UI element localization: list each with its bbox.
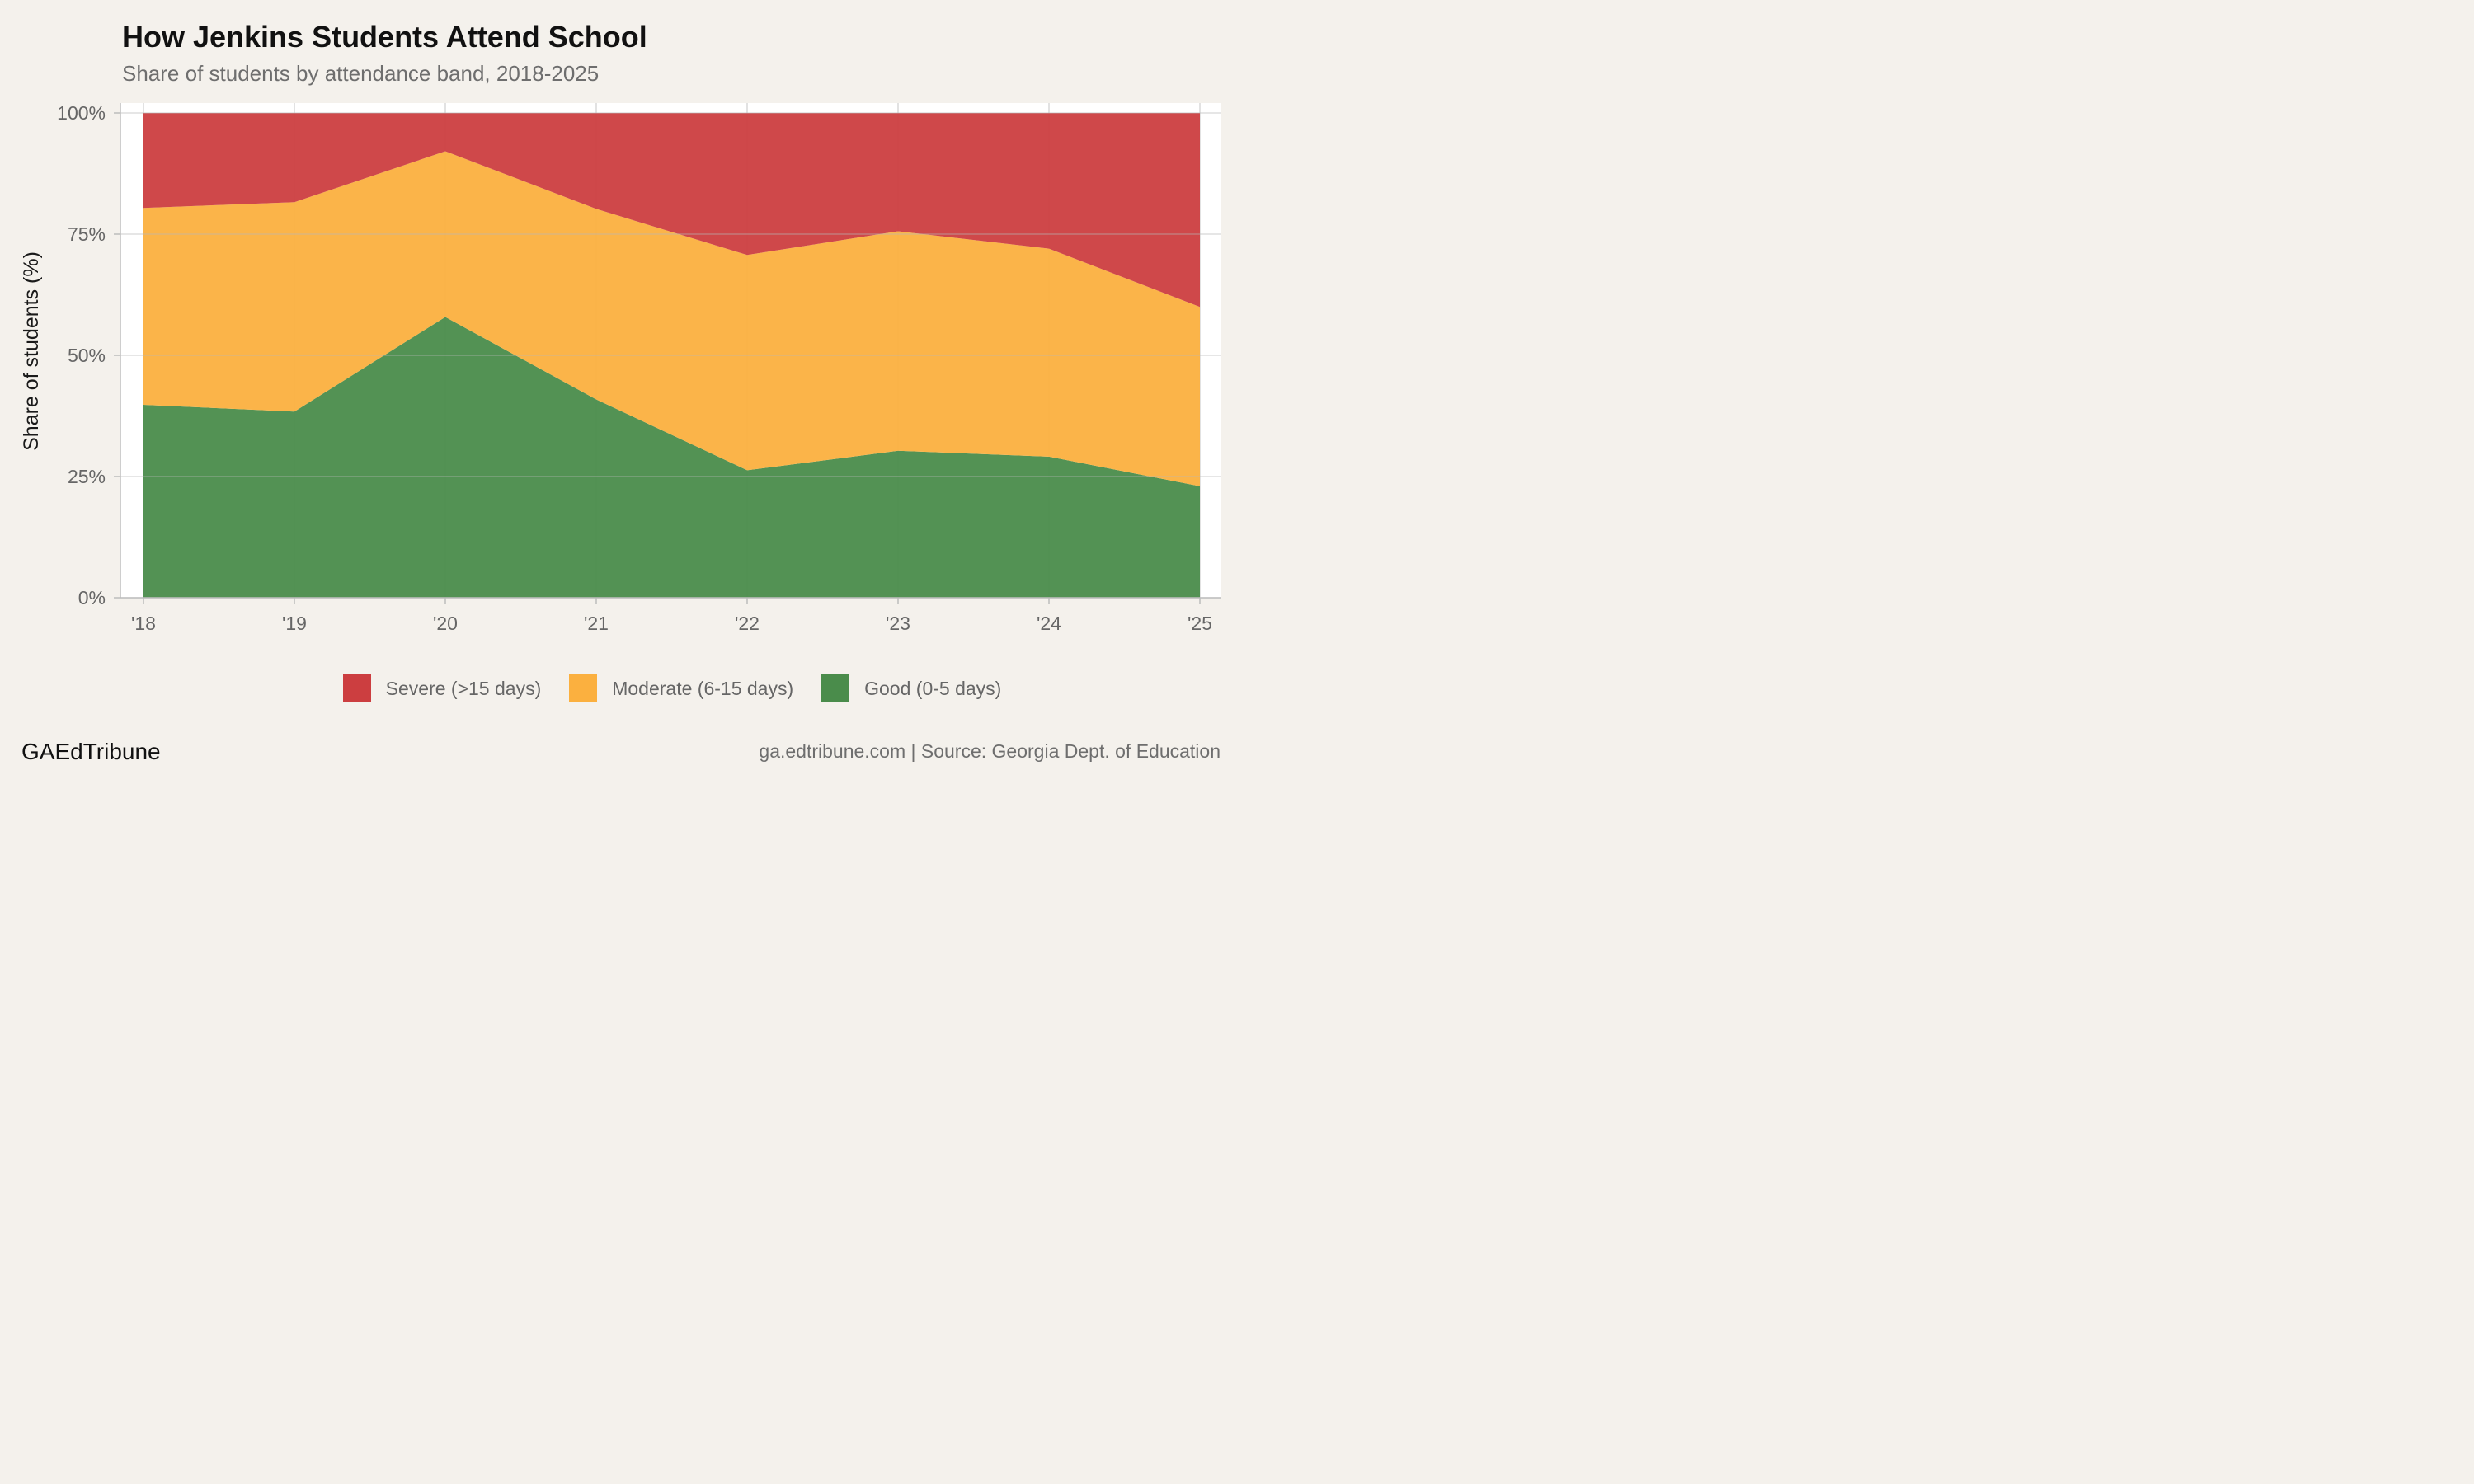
chart-legend: Severe (>15 days) Moderate (6-15 days) Goo… xyxy=(0,674,1344,702)
y-tick-label: 100% xyxy=(57,102,106,124)
y-axis-ticks: 0% 25% 50% 75% 100% xyxy=(57,102,120,608)
x-tick-label: '25 xyxy=(1188,613,1212,634)
chart-title: How Jenkins Students Attend School xyxy=(122,20,647,54)
y-axis-label: Share of students (%) xyxy=(20,251,43,451)
area-good xyxy=(143,317,1200,598)
brand-logo-text: GAEdTribune xyxy=(21,739,161,764)
y-tick-label: 75% xyxy=(68,223,106,245)
legend-item: Moderate (6-15 days) xyxy=(569,674,793,702)
x-tick-label: '24 xyxy=(1037,613,1061,634)
y-tick-label: 25% xyxy=(68,466,106,487)
legend-label: Moderate (6-15 days) xyxy=(612,677,794,699)
legend-label: Severe (>15 days) xyxy=(385,677,542,699)
legend-swatch xyxy=(569,674,598,702)
x-tick-label: '20 xyxy=(433,613,458,634)
x-tick-label: '21 xyxy=(584,613,609,634)
x-tick-label: '18 xyxy=(131,613,156,634)
source-note: ga.edtribune.com | Source: Georgia Dept.… xyxy=(759,740,1221,762)
chart-subtitle: Share of students by attendance band, 20… xyxy=(122,61,600,86)
legend-item: Severe (>15 days) xyxy=(342,674,542,702)
legend-swatch xyxy=(342,674,371,702)
area-series xyxy=(143,113,1200,598)
legend-item: Good (0-5 days) xyxy=(821,674,1001,702)
legend-label: Good (0-5 days) xyxy=(864,677,1002,699)
stacked-area-chart: 0% 25% 50% 75% 100% '18 '19 '20 '21 '22 '23 '24 '25… xyxy=(20,102,1221,634)
x-tick-label: '22 xyxy=(735,613,760,634)
area-moderate xyxy=(143,151,1200,486)
y-tick-label: 50% xyxy=(68,345,106,366)
area-severe xyxy=(143,113,1200,308)
x-axis-ticks: '18 '19 '20 '21 '22 '23 '24 '25 xyxy=(131,598,1212,634)
x-tick-label: '23 xyxy=(886,613,910,634)
legend-swatch xyxy=(821,674,850,702)
x-tick-label: '19 xyxy=(282,613,307,634)
y-tick-label: 0% xyxy=(78,587,106,608)
